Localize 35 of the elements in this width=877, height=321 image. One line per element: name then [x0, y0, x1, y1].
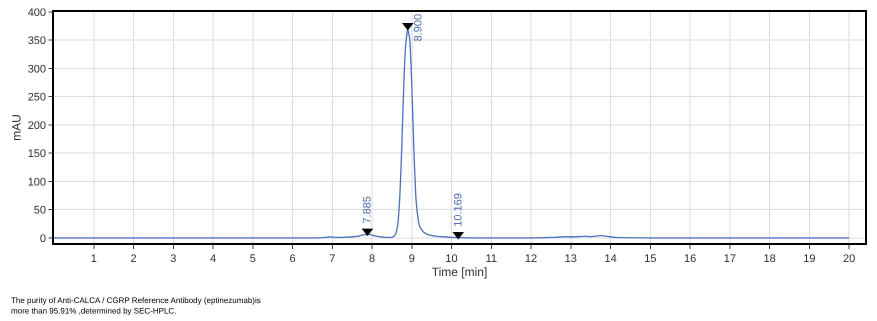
- x-tick-label: 6: [289, 252, 296, 265]
- y-tick-label: 50: [34, 204, 46, 217]
- x-tick-label: 17: [724, 252, 736, 265]
- x-tick-label: 11: [486, 252, 498, 265]
- y-tick-label: 100: [28, 176, 46, 188]
- x-tick-label: 1: [90, 252, 97, 265]
- x-tick-label: 19: [803, 252, 816, 265]
- x-tick-label: 9: [408, 252, 415, 265]
- x-tick-label: 4: [210, 252, 216, 265]
- x-tick-label: 3: [170, 252, 176, 265]
- annotation: 7.885: [361, 196, 374, 224]
- x-tick-label: 16: [684, 252, 696, 265]
- x-tick-label: 20: [842, 252, 856, 265]
- y-axis-title: mAU: [9, 114, 24, 141]
- y-tick-label: 200: [28, 120, 46, 132]
- x-tick-label: 15: [644, 252, 656, 265]
- y-tick-label: 350: [28, 35, 46, 48]
- annotation: 8.900: [412, 14, 424, 42]
- y-tick-label: 250: [28, 92, 46, 104]
- y-tick-label: 0: [40, 232, 46, 245]
- x-tick-label: 8: [368, 252, 376, 265]
- y-tick-label: 400: [28, 6, 46, 19]
- x-tick-label: 10: [445, 252, 458, 265]
- y-tick-label: 150: [28, 148, 46, 160]
- x-tick-label: 5: [250, 252, 256, 265]
- y-tick-label: 300: [28, 63, 46, 76]
- text: The purity of Anti-CALCA / CGRP Reference Antibody (eptinezumab)is more than 95.91% ,determined by SEC-HPLC.: [11, 296, 261, 316]
- annotation: 10.169: [452, 193, 465, 227]
- x-axis-title: Time [min]: [432, 264, 488, 279]
- x-tick-label: 18: [763, 252, 776, 265]
- x-tick-label: 12: [524, 252, 538, 265]
- x-tick-label: 2: [130, 252, 137, 265]
- x-tick-label: 14: [604, 252, 617, 265]
- x-tick-label: 13: [564, 252, 577, 265]
- x-tick-label: 7: [329, 252, 336, 265]
